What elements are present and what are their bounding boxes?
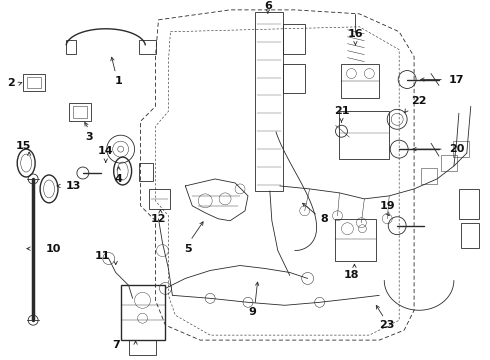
Text: 17: 17 (449, 75, 465, 85)
Text: 11: 11 (95, 251, 111, 261)
Text: 20: 20 (449, 144, 465, 154)
Bar (283, 64, 305, 94)
Text: 7: 7 (112, 340, 120, 350)
Text: 23: 23 (380, 320, 395, 330)
Text: 13: 13 (65, 181, 81, 191)
Bar (27, 77, 41, 89)
Bar (69, 103, 91, 121)
Text: 12: 12 (151, 214, 166, 224)
Bar (128, 340, 156, 355)
Text: 21: 21 (334, 106, 349, 116)
Bar (139, 163, 153, 181)
Bar (335, 219, 376, 261)
Text: 4: 4 (115, 174, 122, 184)
Text: 9: 9 (248, 307, 256, 317)
Text: 14: 14 (98, 146, 114, 156)
Bar (66, 40, 76, 54)
Text: 18: 18 (343, 270, 359, 280)
Bar (453, 141, 469, 157)
Bar (283, 24, 305, 54)
Text: 2: 2 (7, 78, 15, 89)
Bar (121, 285, 166, 340)
Text: 8: 8 (320, 214, 328, 224)
Bar (73, 106, 87, 118)
Text: 19: 19 (379, 201, 395, 211)
Text: 22: 22 (411, 96, 427, 107)
Text: 10: 10 (46, 244, 61, 253)
Bar (421, 168, 437, 184)
Bar (441, 155, 457, 171)
Bar (148, 189, 171, 209)
Bar (461, 223, 479, 248)
Text: 6: 6 (264, 1, 272, 11)
Bar (342, 64, 379, 98)
Bar (255, 12, 283, 191)
Text: 16: 16 (347, 29, 363, 39)
Bar (139, 40, 156, 54)
Bar (459, 189, 479, 219)
Text: 3: 3 (85, 132, 93, 142)
Bar (340, 111, 389, 159)
Bar (23, 73, 45, 91)
Text: 5: 5 (185, 244, 192, 253)
Text: 15: 15 (16, 141, 31, 151)
Text: 1: 1 (115, 76, 122, 86)
